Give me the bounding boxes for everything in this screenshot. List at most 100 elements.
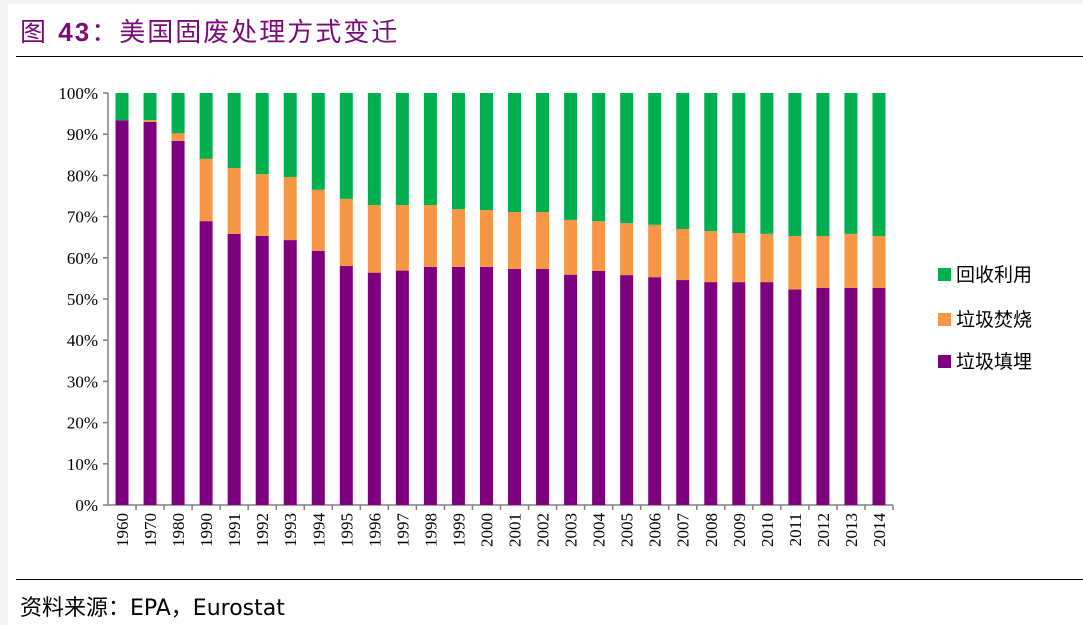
x-tick-label: 2007 (674, 513, 693, 548)
bar-segment (255, 93, 269, 175)
bar-segment (171, 140, 185, 506)
bar-segment (620, 93, 634, 224)
legend-label: 垃圾焚烧 (956, 309, 1032, 331)
x-tick-label: 1993 (281, 513, 300, 547)
bar-segment (676, 228, 690, 281)
x-tick-label: 2013 (842, 513, 861, 547)
bar-segment (788, 235, 802, 290)
source-note: 资料来源：EPA，Eurostat (20, 596, 285, 621)
bar-segment (311, 250, 325, 505)
bar-segment (844, 93, 858, 234)
bar-segment (536, 93, 550, 213)
bar-segment (872, 287, 886, 505)
bar-segment (704, 282, 718, 505)
bar-segment (620, 275, 634, 505)
bar-segment (227, 93, 241, 168)
bar-segment (199, 93, 213, 159)
bar-segment (423, 266, 437, 505)
bar-segment (283, 240, 297, 506)
y-tick-label: 0% (75, 496, 98, 515)
bar-segment (367, 205, 381, 273)
bar-segment (451, 266, 465, 505)
bar-segment (115, 120, 129, 505)
bar-segment (171, 133, 185, 141)
y-tick-label: 50% (67, 290, 98, 309)
title-divider (16, 56, 1083, 57)
bar-segment (704, 231, 718, 283)
bar-segment (816, 235, 830, 288)
bar-segment (199, 158, 213, 222)
x-tick-label: 1960 (113, 513, 132, 547)
bar-segment (872, 235, 886, 288)
figure-number: 43 (58, 17, 92, 47)
y-tick-label: 40% (67, 331, 98, 350)
x-tick-label: 2010 (758, 513, 777, 547)
bar-segment (451, 93, 465, 210)
y-tick-label: 10% (67, 455, 98, 474)
bar-segment (479, 93, 493, 211)
bar-segment (760, 93, 774, 234)
legend-label: 回收利用 (956, 264, 1032, 286)
x-tick-label: 2014 (870, 513, 889, 548)
x-tick-label: 2000 (477, 513, 496, 547)
y-tick-label: 70% (67, 208, 98, 227)
bar-segment (508, 268, 522, 505)
bar-segment (732, 93, 746, 234)
bar-segment (283, 93, 297, 178)
bar-segment (760, 282, 774, 505)
y-tick-label: 30% (67, 372, 98, 391)
bar-segment (788, 289, 802, 505)
bar-segment (564, 274, 578, 505)
bar-segment (339, 93, 353, 199)
bar-segment (143, 93, 157, 121)
bar-segment (816, 287, 830, 505)
x-tick-label: 1980 (169, 513, 188, 547)
bar-segment (395, 270, 409, 505)
bar-segment (423, 205, 437, 267)
x-tick-label: 2009 (730, 513, 749, 547)
bar-segment (451, 209, 465, 267)
bar-segment (423, 93, 437, 206)
bar-segment (311, 93, 325, 190)
bar-segment (788, 93, 802, 236)
bar-segment (676, 280, 690, 505)
bar-segment (704, 93, 718, 232)
figure-title-text: ：美国固废处理方式变迁 (91, 18, 400, 48)
bar-segment (143, 121, 157, 505)
bar-segment (395, 205, 409, 271)
bar-segment (844, 287, 858, 505)
bar-segment (143, 120, 157, 122)
bar-segment (339, 266, 353, 505)
x-tick-label: 1994 (309, 513, 328, 548)
bar-segment (760, 233, 774, 283)
y-tick-label: 100% (58, 84, 98, 103)
bar-segment (227, 233, 241, 506)
bar-segment (592, 270, 606, 505)
x-tick-label: 1992 (253, 513, 272, 547)
x-tick-label: 2008 (702, 513, 721, 547)
figure-title: 图 43：美国固废处理方式变迁 (20, 12, 399, 49)
figure-label: 图 (20, 18, 59, 48)
bar-segment (395, 93, 409, 206)
x-tick-label: 2001 (506, 513, 525, 547)
x-tick-label: 2005 (618, 513, 637, 547)
bar-segment (564, 219, 578, 275)
bar-segment (648, 224, 662, 278)
y-tick-label: 80% (67, 166, 98, 185)
x-tick-label: 2006 (646, 513, 665, 547)
bar-segment (676, 93, 690, 229)
x-tick-label: 1998 (421, 513, 440, 547)
x-tick-label: 2011 (786, 513, 805, 546)
bar-segment (508, 212, 522, 269)
bar-segment (732, 233, 746, 283)
x-tick-label: 1991 (225, 513, 244, 547)
x-tick-label: 2002 (534, 513, 553, 547)
source-divider (16, 579, 1083, 580)
bar-segment (508, 93, 522, 213)
x-tick-label: 1995 (337, 513, 356, 547)
bar-segment (732, 282, 746, 505)
x-tick-label: 1996 (365, 513, 384, 547)
bar-segment (171, 93, 185, 134)
x-tick-label: 1999 (449, 513, 468, 547)
